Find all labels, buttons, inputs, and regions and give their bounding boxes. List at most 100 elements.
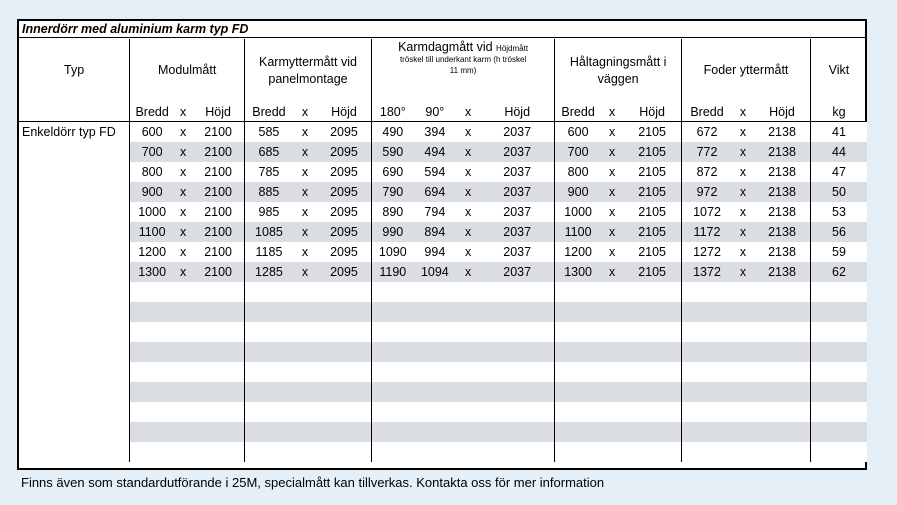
cell-karmytter-hojd: 2095 [317,182,372,202]
cell-karmytter-hojd: 2095 [317,121,372,142]
empty-cell [413,422,456,442]
cell-haltag-bredd: 600 [554,121,602,142]
empty-cell [809,442,867,462]
cell-foder-hojd: 2138 [754,242,811,262]
table-row: Enkeldörr typ FD 600 x 2100 585 x 2095 490 394 x 2… [19,121,867,142]
times-sign: x [456,242,481,262]
empty-cell [413,402,456,422]
empty-cell [456,362,481,382]
cell-modul-hojd: 2100 [192,121,245,142]
subheader-bredd: Bredd [681,102,732,122]
empty-cell [192,422,245,442]
cell-modul-bredd: 900 [129,182,175,202]
cell-foder-hojd: 2138 [754,142,811,162]
subheader-180-degrees: 180° [370,102,414,122]
cell-karmdag-180: 1090 [370,242,414,262]
subheader-x: x [731,102,755,122]
empty-cell [480,302,555,322]
cell-foder-hojd: 2138 [754,222,811,242]
empty-cell [623,402,682,422]
times-sign: x [456,162,481,182]
cell-foder-bredd: 1172 [681,222,732,242]
cell-vikt-kg: 53 [809,202,867,222]
cell-vikt-kg: 59 [809,242,867,262]
empty-cell [623,342,682,362]
cell-foder-hojd: 2138 [754,162,811,182]
empty-cell [129,382,175,402]
type-cell-empty [19,442,130,462]
cell-modul-bredd: 800 [129,162,175,182]
type-cell-empty [19,262,130,282]
table-row [19,282,867,302]
empty-cell [174,382,193,402]
table-row: 1300 x 2100 1285 x 2095 1190 1094 x 2037 1300 x 2105… [19,262,867,282]
cell-foder-bredd: 1272 [681,242,732,262]
type-cell-empty [19,422,130,442]
cell-haltag-hojd: 2105 [623,182,682,202]
empty-cell [192,282,245,302]
table-body: Enkeldörr typ FD 600 x 2100 585 x 2095 490 394 x 2… [19,121,867,462]
header-karmdagmatt-small3: 11 mm) [449,66,477,75]
empty-cell [174,442,193,462]
empty-cell [413,342,456,362]
times-sign: x [174,121,193,142]
header-haltagningsmatt-line2: väggen [597,71,639,86]
cell-karmytter-bredd: 1085 [244,222,293,242]
subheader-x: x [456,102,481,122]
cell-haltag-hojd: 2105 [623,142,682,162]
cell-karmytter-hojd: 2095 [317,222,372,242]
empty-cell [601,322,624,342]
empty-cell [192,402,245,422]
empty-cell [480,342,555,362]
cell-karmdag-hojd: 2037 [480,202,555,222]
empty-cell [623,442,682,462]
empty-cell [754,362,811,382]
empty-cell [731,422,755,442]
cell-foder-hojd: 2138 [754,121,811,142]
table-row: 700 x 2100 685 x 2095 590 494 x 2037 700 x 2105 772 x 2… [19,142,867,162]
empty-cell [754,442,811,462]
cell-modul-bredd: 600 [129,121,175,142]
empty-cell [317,342,372,362]
type-cell-empty [19,242,130,262]
table-row [19,302,867,322]
empty-cell [317,362,372,382]
cell-karmdag-hojd: 2037 [480,162,555,182]
dimensions-table: Typ Modulmått Karmyttermått vid panelmon… [19,39,867,462]
empty-cell [754,422,811,442]
empty-cell [809,382,867,402]
type-cell-empty [19,342,130,362]
empty-cell [370,282,414,302]
times-sign: x [731,202,755,222]
empty-cell [370,442,414,462]
times-sign: x [456,262,481,282]
empty-cell [129,402,175,422]
empty-cell [623,282,682,302]
empty-cell [370,382,414,402]
empty-cell [480,322,555,342]
times-sign: x [174,182,193,202]
empty-cell [681,342,732,362]
header-karmyttermatt-line2: panelmontage [268,71,348,86]
empty-cell [809,362,867,382]
empty-cell [456,382,481,402]
empty-cell [681,322,732,342]
cell-karmytter-bredd: 985 [244,202,293,222]
empty-cell [601,362,624,382]
empty-cell [601,422,624,442]
empty-cell [244,322,293,342]
empty-cell [809,282,867,302]
cell-karmdag-hojd: 2037 [480,121,555,142]
type-cell-empty [19,182,130,202]
cell-foder-hojd: 2138 [754,202,811,222]
empty-cell [456,322,481,342]
empty-cell [244,442,293,462]
empty-cell [731,282,755,302]
times-sign: x [292,262,318,282]
times-sign: x [731,162,755,182]
times-sign: x [174,142,193,162]
empty-cell [292,302,318,322]
subheader-kg: kg [809,102,867,122]
empty-cell [601,282,624,302]
times-sign: x [292,162,318,182]
